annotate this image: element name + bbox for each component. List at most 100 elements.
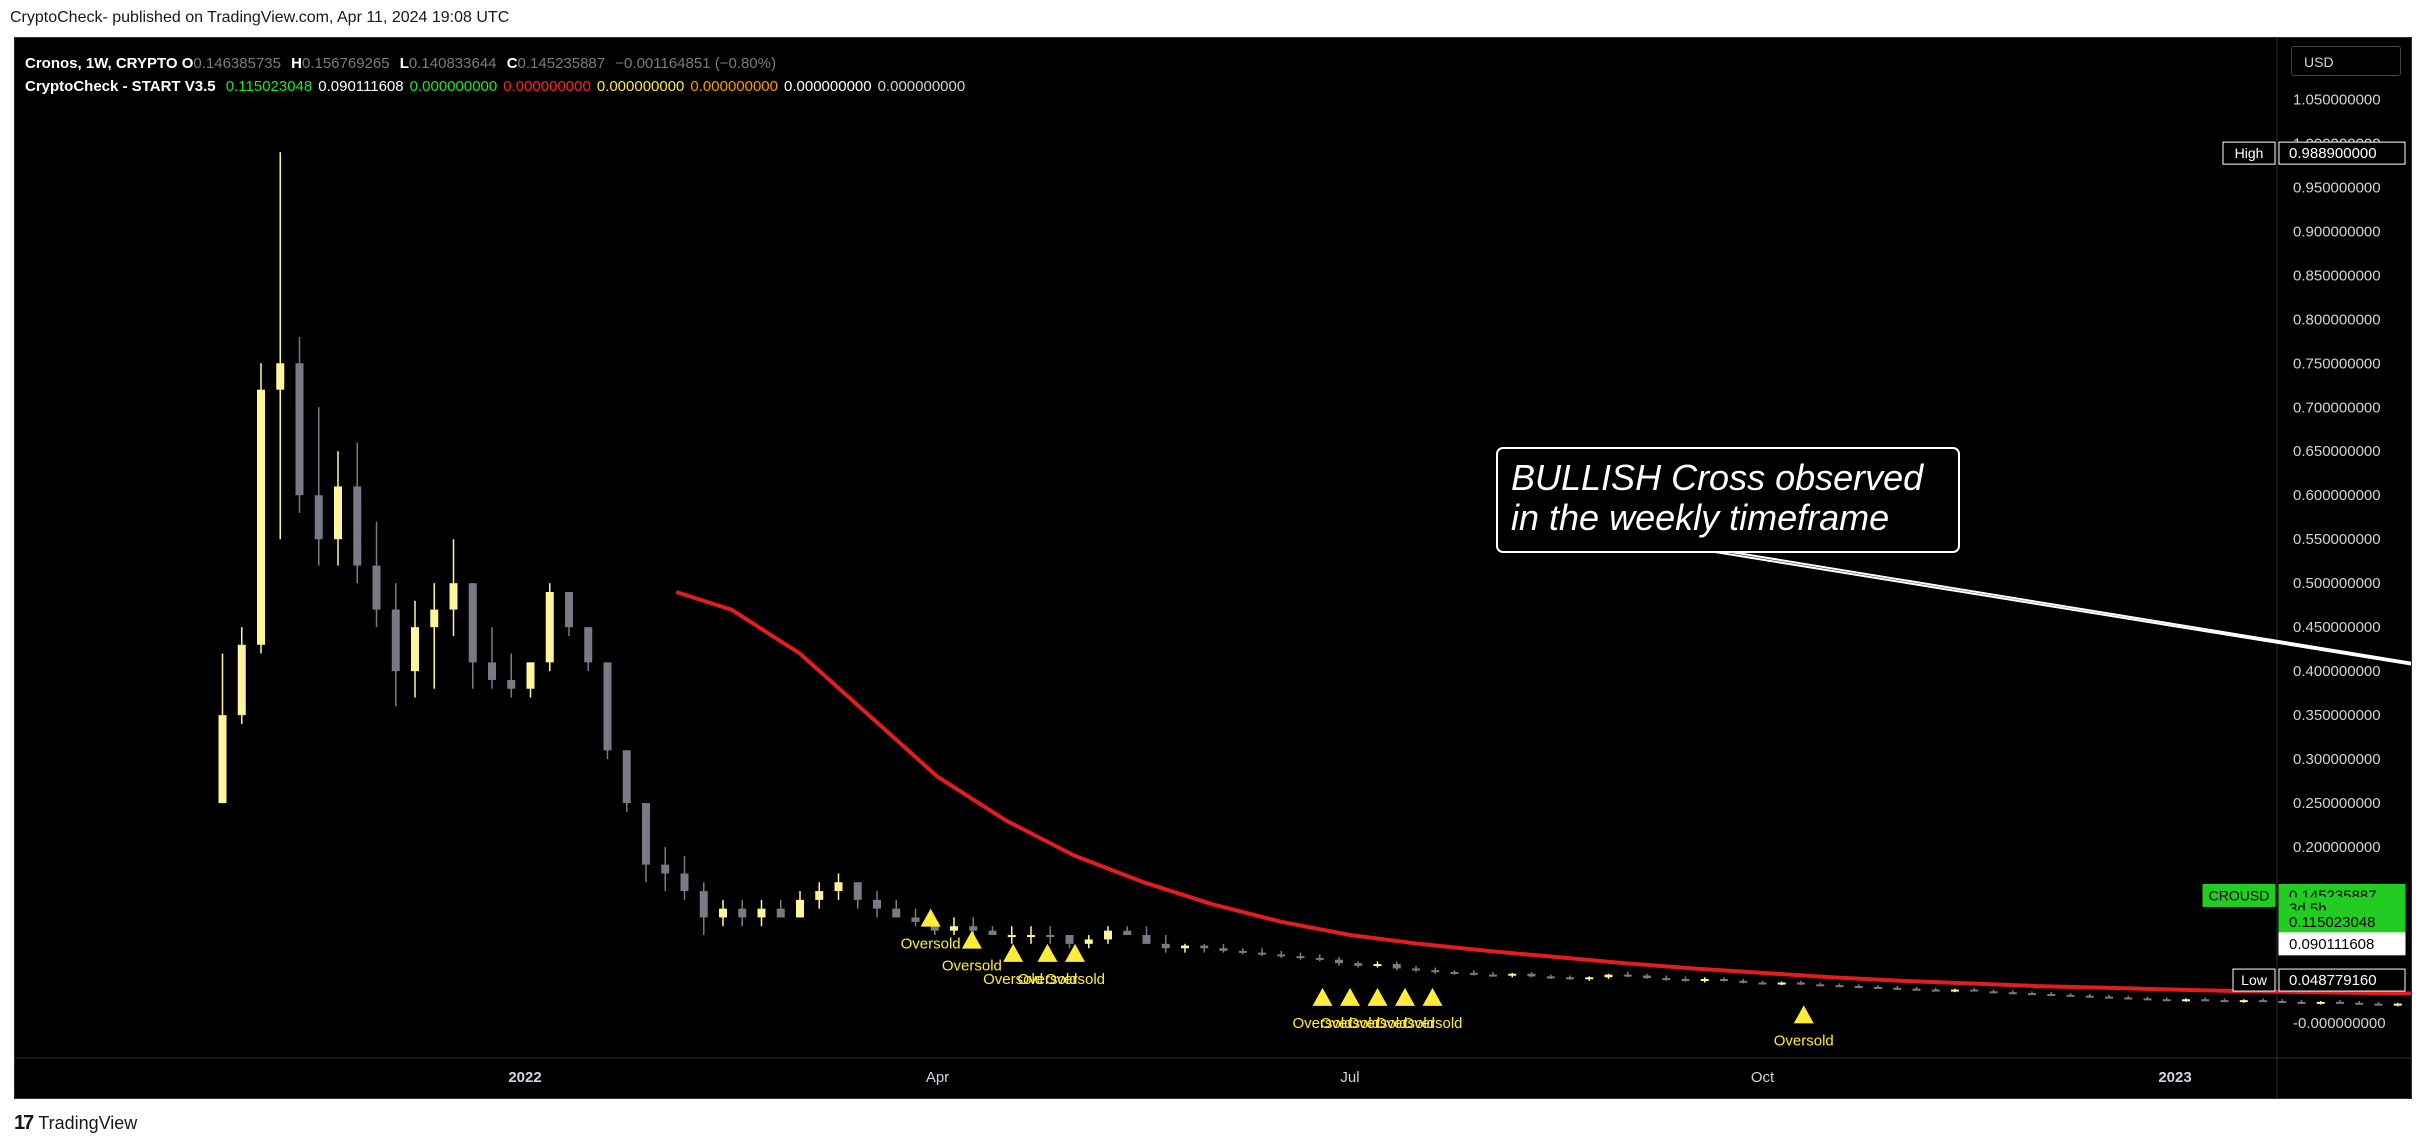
candle-body — [1142, 935, 1151, 944]
candle — [2124, 995, 2133, 1000]
candle — [468, 583, 477, 689]
candle-body — [622, 750, 631, 804]
candle-body — [545, 591, 554, 663]
y-tick-label: 0.500000000 — [2293, 575, 2381, 592]
price-label-box — [2278, 141, 2406, 165]
indicator-value-2: 0.000000000 — [409, 78, 498, 95]
candle-body — [2066, 994, 2075, 997]
candle — [1354, 961, 1363, 968]
oversold-marker: Oversold — [983, 943, 1043, 988]
candle-body — [1392, 964, 1401, 969]
triangle-up-icon — [1395, 987, 1415, 1006]
candle-body — [1566, 977, 1574, 980]
candle — [853, 882, 862, 909]
candle-body — [1700, 979, 1709, 982]
candle-body — [950, 926, 958, 931]
candle-body — [1546, 976, 1555, 979]
candle — [1739, 979, 1748, 984]
oversold-label: Oversold — [1347, 1015, 1407, 1032]
candle — [1450, 970, 1459, 975]
candle-body — [1104, 930, 1112, 940]
y-tick-label: 0.400000000 — [2293, 663, 2381, 680]
candle — [314, 407, 323, 566]
indicator-value-5: 0.000000000 — [690, 78, 778, 95]
candle — [488, 627, 496, 689]
candle — [2316, 1001, 2325, 1005]
candle-body — [430, 609, 439, 628]
y-tick-label: 0.850000000 — [2293, 267, 2381, 284]
y-tick-label: 1.050000000 — [2293, 91, 2381, 108]
candle-body — [2220, 1000, 2229, 1003]
indicator-value-3: 0.000000000 — [503, 78, 591, 95]
candle-body — [1951, 989, 1959, 992]
candle-body — [1431, 970, 1440, 973]
candle — [1662, 975, 1671, 981]
price-label-high: High 0.988900000 — [2222, 141, 2406, 165]
price-label-green-line: 0.115023048 — [2278, 910, 2406, 934]
candle-body — [2259, 1000, 2267, 1003]
candle — [1046, 926, 1055, 944]
candle-body — [969, 926, 978, 931]
candle — [642, 803, 650, 883]
candle-body — [584, 627, 593, 663]
candle — [1874, 985, 1882, 989]
candle-body — [1084, 939, 1093, 944]
price-chart[interactable]: OversoldOversoldOversoldOversoldOversold… — [15, 38, 2411, 1098]
price-label-box — [2278, 932, 2406, 956]
candle-body — [2336, 1001, 2344, 1004]
candle — [1392, 961, 1401, 971]
oversold-marker: Oversold — [1774, 1005, 1834, 1049]
candle — [237, 627, 246, 724]
candle-body — [642, 803, 650, 865]
candle-body — [1277, 954, 1286, 957]
price-label-value: 0.090111608 — [2289, 936, 2374, 953]
candle-body — [1777, 982, 1786, 985]
currency-selector[interactable]: USD — [2291, 46, 2401, 76]
low-value: 0.140833644 — [408, 55, 497, 72]
chart-panel[interactable]: Oversold Oversold Oversold Oversold Oversold… — [14, 37, 2412, 1099]
candle — [2201, 997, 2210, 1002]
price-label-value: 0.048779160 — [2289, 972, 2377, 989]
candle — [1508, 972, 1517, 978]
candle — [584, 627, 593, 672]
candle — [1604, 973, 1613, 980]
candle — [776, 899, 785, 918]
price-label-prefix: CROUSD — [2209, 887, 2270, 903]
candle-body — [1354, 963, 1363, 966]
y-tick-label: 0.300000000 — [2293, 751, 2381, 768]
candle — [1084, 935, 1093, 949]
candle-body — [488, 662, 496, 680]
candle — [2220, 998, 2229, 1003]
candle — [1585, 976, 1594, 981]
oversold-marker: Oversold — [1045, 943, 1105, 988]
indicator-value-1: 0.090111608 — [318, 78, 404, 95]
oversold-label: Oversold — [942, 958, 1002, 975]
candle-body — [2182, 999, 2190, 1002]
candle-body — [1854, 986, 1863, 989]
candle-body — [1007, 935, 1016, 938]
candle — [2162, 997, 2171, 1002]
candle — [334, 451, 342, 566]
candle-body — [1508, 973, 1517, 976]
candle-body — [719, 908, 727, 918]
candle — [757, 899, 766, 927]
candle-body — [1662, 978, 1671, 981]
candle-body — [1623, 974, 1632, 977]
candle — [1315, 954, 1324, 962]
candle-body — [1739, 980, 1748, 983]
candle-body — [2355, 1002, 2364, 1005]
indicator-row[interactable]: CryptoCheck - START V3.5 0.115023048 0.09… — [25, 75, 971, 98]
candle-body — [1219, 948, 1228, 951]
y-tick-label: -0.000000000 — [2293, 1015, 2386, 1032]
candle — [1912, 986, 1921, 991]
y-tick-label: 0.350000000 — [2293, 707, 2381, 724]
oversold-marker: Oversold — [1017, 943, 1078, 988]
candle — [892, 899, 901, 918]
candle-body — [853, 882, 862, 900]
candle — [988, 926, 997, 936]
y-tick-label: 0.550000000 — [2293, 531, 2381, 548]
candle-body — [565, 591, 573, 628]
triangle-up-icon — [961, 930, 982, 949]
candle-body — [2143, 998, 2152, 1001]
